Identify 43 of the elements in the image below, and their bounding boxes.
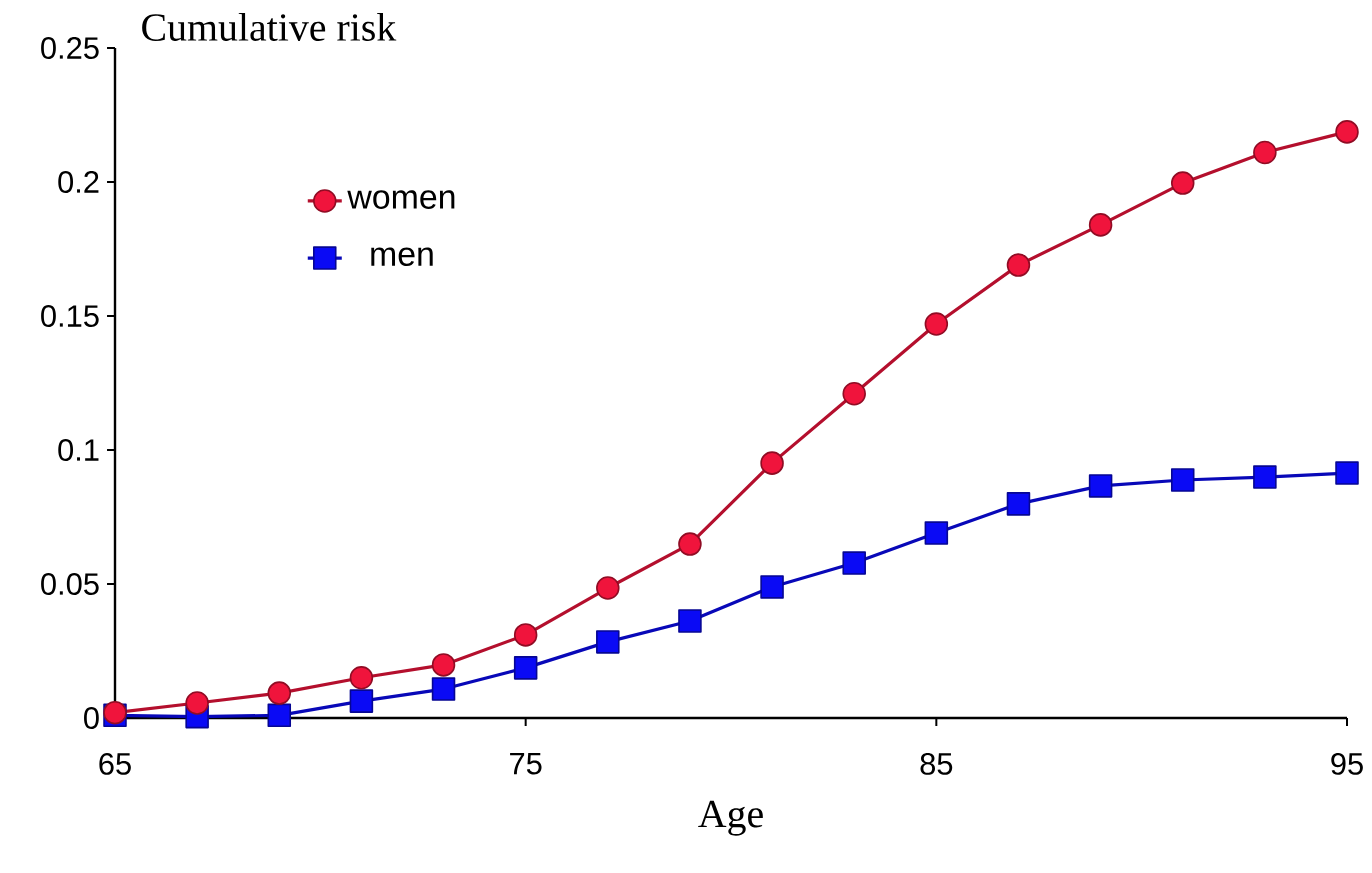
point xyxy=(1253,140,1277,165)
x-tick-label: 85 xyxy=(920,752,953,775)
point xyxy=(1088,474,1113,498)
x-tick-label: 65 xyxy=(99,752,131,775)
point xyxy=(267,703,292,728)
point xyxy=(267,681,292,705)
point xyxy=(678,609,702,633)
point xyxy=(760,451,784,475)
point xyxy=(431,653,456,677)
point xyxy=(1006,492,1031,516)
legend-label: men xyxy=(371,247,433,267)
point xyxy=(1006,253,1031,277)
point xyxy=(513,656,538,680)
point xyxy=(1335,461,1359,485)
point xyxy=(596,576,620,600)
point xyxy=(185,691,209,715)
point xyxy=(431,677,456,701)
x-tick-label: 95 xyxy=(1331,752,1363,775)
point xyxy=(924,312,949,336)
point xyxy=(842,551,866,575)
point xyxy=(349,666,374,690)
x-tick-label: 75 xyxy=(510,752,542,775)
point xyxy=(678,532,702,556)
y-tick-label: 0 xyxy=(84,707,99,729)
x-axis-title: Age xyxy=(698,800,763,836)
point xyxy=(760,575,784,599)
y-tick-label: 0.1 xyxy=(58,439,99,461)
y-axis-title: Cumulative risk xyxy=(142,12,397,41)
point xyxy=(1088,213,1113,237)
y-tick-label: 0.05 xyxy=(41,573,99,595)
point xyxy=(924,521,949,545)
y-tick-label: 0.25 xyxy=(41,37,99,59)
point xyxy=(513,623,538,647)
point xyxy=(349,689,374,713)
point xyxy=(1253,465,1277,489)
point xyxy=(1170,171,1195,195)
point xyxy=(842,381,866,406)
point xyxy=(1170,468,1195,492)
y-tick-label: 0.2 xyxy=(58,171,99,193)
y-tick-label: 0.15 xyxy=(41,305,99,327)
point xyxy=(1335,120,1359,144)
legend-label: women xyxy=(347,190,455,209)
point xyxy=(596,630,620,654)
